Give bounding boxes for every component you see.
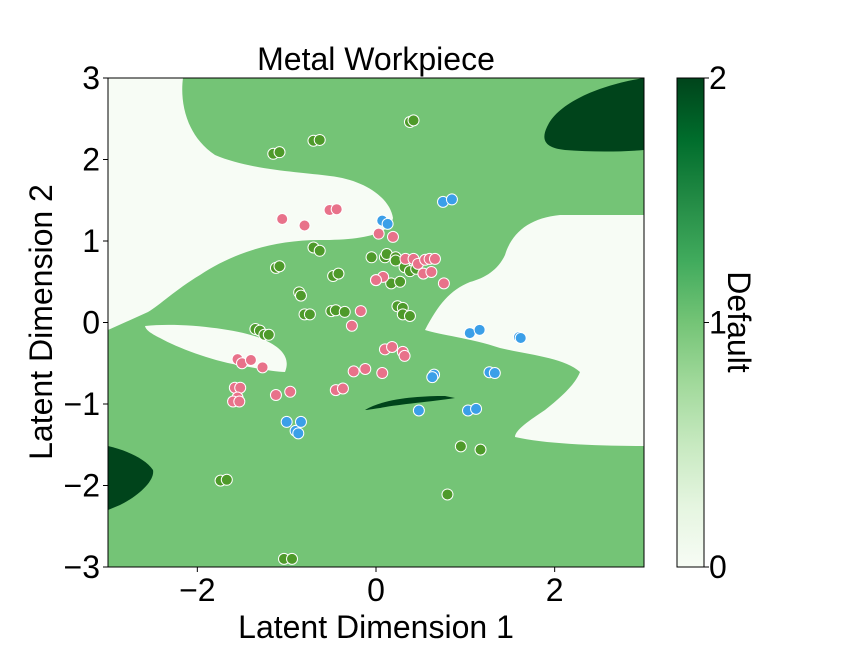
scatter-point (428, 252, 441, 265)
scatter-point (445, 193, 458, 206)
region-class-2 (544, 78, 644, 152)
chart-title: Metal Workpiece (257, 41, 495, 77)
y-tick-label: −3 (64, 549, 100, 585)
scatter-point (284, 385, 297, 398)
x-axis-ticks: −2 0 2 (179, 567, 564, 608)
scatter-point (473, 323, 486, 336)
scatter-point (273, 260, 286, 273)
scatter-point (474, 443, 487, 456)
scatter-point (514, 331, 527, 344)
y-axis-label: Latent Dimension 2 (23, 184, 59, 460)
scatter-point (332, 267, 345, 280)
scatter-point (262, 328, 275, 341)
x-tick-label: 2 (546, 572, 564, 608)
x-tick-label: −2 (179, 572, 215, 608)
scatter-point (376, 367, 389, 380)
scatter-point (470, 402, 483, 415)
scatter-point (398, 349, 411, 362)
x-tick-label: 0 (367, 572, 385, 608)
scatter-point (441, 488, 454, 501)
y-tick-label: 2 (82, 142, 100, 178)
scatter-point (294, 415, 307, 428)
scatter-point (345, 319, 358, 332)
y-tick-label: −1 (64, 386, 100, 422)
scatter-point (365, 251, 378, 264)
scatter-point (234, 381, 247, 394)
y-tick-label: 3 (82, 60, 100, 96)
scatter-point (233, 395, 246, 408)
y-tick-label: 1 (82, 223, 100, 259)
region-class-2 (365, 396, 455, 410)
scatter-points (214, 114, 527, 565)
scatter-point (269, 389, 282, 402)
scatter-point (488, 367, 501, 380)
colorbar-gradient (676, 77, 705, 568)
scatter-point (425, 265, 438, 278)
colorbar-tick-label: 0 (709, 549, 727, 585)
x-axis-label: Latent Dimension 1 (238, 609, 514, 645)
scatter-point (412, 404, 425, 417)
scatter-point (292, 427, 305, 440)
colorbar-label: Default (721, 271, 757, 373)
scatter-point (313, 244, 326, 257)
region-class-0 (425, 215, 644, 446)
scatter-point (294, 289, 307, 302)
y-tick-label: 0 (82, 305, 100, 341)
scatter-point (330, 203, 343, 216)
y-tick-label: −2 (64, 468, 100, 504)
scatter-point (437, 277, 450, 290)
scatter-point (403, 309, 416, 322)
decision-region-background (108, 78, 644, 567)
scatter-point (336, 382, 349, 395)
scatter-point (276, 212, 289, 225)
scatter-point (220, 473, 233, 486)
scatter-point (298, 219, 311, 232)
scatter-point (273, 146, 286, 159)
scatter-point (347, 365, 360, 378)
scatter-point (370, 274, 382, 287)
scatter-point (463, 327, 476, 340)
scatter-point (372, 227, 385, 240)
scatter-point (394, 275, 407, 288)
colorbar-tick-label: 1 (709, 305, 727, 341)
scatter-point (386, 340, 399, 353)
region-class-0 (108, 78, 393, 330)
y-axis-ticks: −3 −2 −1 0 1 2 3 (64, 60, 108, 585)
scatter-point (256, 361, 269, 374)
scatter-point (244, 353, 257, 366)
scatter-point (338, 305, 351, 318)
scatter-point (359, 362, 372, 375)
scatter-point (303, 308, 316, 321)
colorbar-ticks: 0 1 2 (704, 60, 727, 585)
scatter-point (454, 440, 467, 453)
scatter-point (386, 230, 399, 243)
region-class-2 (108, 446, 154, 510)
colorbar: 0 1 2 Default (676, 60, 757, 585)
colorbar-tick-label: 2 (709, 60, 727, 96)
scatter-point (426, 371, 439, 384)
scatter-point (354, 305, 367, 318)
scatter-point (280, 415, 293, 428)
scatter-point (313, 133, 326, 146)
scatter-point (407, 114, 420, 127)
scatter-point (286, 552, 299, 565)
scatter-point (381, 217, 394, 230)
